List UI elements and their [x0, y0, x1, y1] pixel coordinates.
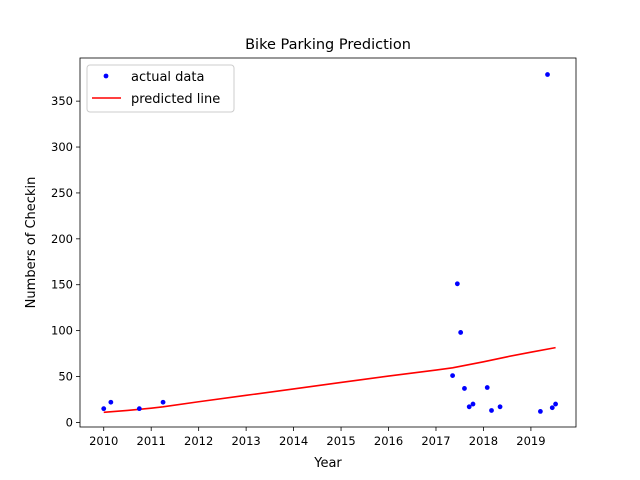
actual-data-point [462, 386, 467, 391]
legend-label-actual-data: actual data [131, 70, 204, 85]
y-tick-label: 350 [51, 94, 73, 108]
actual-data-point [108, 399, 114, 405]
actual-data-point [160, 399, 166, 405]
actual-data-point [466, 404, 472, 410]
x-tick-label: 2011 [137, 434, 166, 448]
actual-data-point [470, 401, 476, 407]
actual-data-point [136, 406, 142, 412]
actual-data-point [101, 406, 107, 412]
y-tick-label: 150 [51, 278, 73, 292]
legend: actual data predicted line [86, 64, 235, 113]
x-axis-label: Year [313, 456, 342, 471]
actual-data-point [497, 404, 503, 410]
actual-data-point [489, 408, 494, 413]
x-tick-label: 2016 [374, 434, 403, 448]
plot-area [79, 57, 577, 428]
actual-data-point [549, 405, 555, 411]
predicted-line [103, 346, 556, 414]
y-tick-label: 250 [51, 186, 73, 200]
y-tick-label: 50 [58, 370, 73, 384]
x-tick-label: 2014 [279, 434, 308, 448]
actual-data-point [545, 72, 550, 77]
y-axis: 0 50 100 150 200 250 300 350 [51, 94, 80, 429]
y-tick-label: 100 [51, 324, 73, 338]
legend-label-predicted-line: predicted line [131, 92, 220, 107]
legend-marker-actual-data [103, 73, 109, 79]
x-tick-label: 2013 [231, 434, 260, 448]
y-tick-label: 200 [51, 232, 73, 246]
actual-data-point [538, 409, 543, 414]
actual-data-point [553, 401, 558, 407]
actual-data-point [454, 281, 460, 287]
y-tick-label: 0 [66, 415, 73, 429]
y-axis-label: Numbers of Checkin [24, 177, 39, 309]
plot-background [80, 58, 576, 427]
actual-data-point [484, 385, 490, 390]
x-tick-label: 2010 [89, 434, 118, 448]
x-axis: 2010 2011 2012 2013 2014 2015 2016 2017 2018 2019 [89, 427, 546, 448]
x-tick-label: 2018 [469, 434, 498, 448]
chart-title: Bike Parking Prediction [245, 37, 411, 53]
x-tick-label: 2019 [516, 434, 545, 448]
x-tick-label: 2015 [326, 434, 355, 448]
x-tick-label: 2017 [421, 434, 450, 448]
actual-data-point [458, 330, 464, 335]
actual-data-point [450, 373, 455, 378]
y-tick-label: 300 [51, 140, 73, 154]
series-layer [101, 72, 558, 414]
legend-box [86, 64, 235, 113]
x-tick-label: 2012 [184, 434, 213, 448]
plot-frame [79, 57, 577, 428]
